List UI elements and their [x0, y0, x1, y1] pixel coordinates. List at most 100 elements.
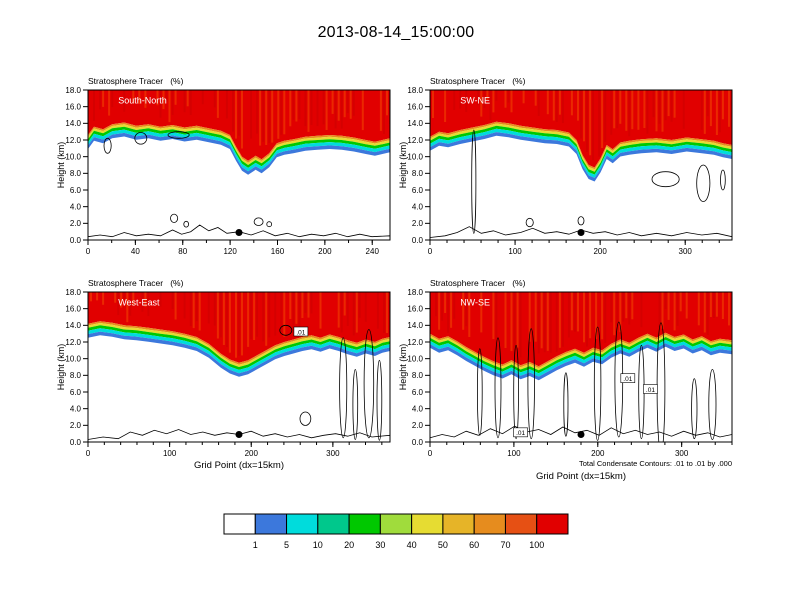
y-axis-label: Height (km) [398, 344, 408, 391]
colorbar-cells [223, 513, 569, 535]
colorbar-labels: 1 5 10 20 30 40 50 60 70 100 [253, 540, 544, 550]
condensate-contours [88, 131, 390, 240]
plot-west-east: .01 0.0 2.0 4.0 6.0 8.0 10.0 12.0 14.0 16.0 18.0 0 1… [56, 288, 391, 471]
y-tick-label: 6.0 [70, 186, 82, 195]
y-tick-label: 2.0 [70, 421, 82, 430]
y-tick-label: 16.0 [65, 102, 81, 111]
x-tick-label: 200 [245, 449, 259, 458]
x-tick-label: 0 [428, 449, 433, 458]
x-axis-label: Grid Point (dx=15km) [536, 471, 626, 482]
panel-label: West-East [118, 297, 160, 307]
y-tick-label: 12.0 [65, 136, 81, 145]
red-texture-stripes [430, 90, 730, 161]
colorbar-cell [504, 513, 538, 535]
x-tick-label: 0 [86, 247, 91, 256]
y-tick-label: 6.0 [412, 388, 424, 397]
colorbar-cell [223, 513, 256, 535]
panel-label: South-North [118, 95, 167, 105]
contour-label: .01 [623, 376, 632, 383]
y-tick-label: 16.0 [407, 102, 423, 111]
y-tick-label: 0.0 [412, 236, 424, 245]
y-tick-label: 16.0 [407, 304, 423, 313]
header-stratosphere-tracer: Stratosphere Tracer (%) [88, 76, 184, 86]
x-tick-label: 160 [271, 247, 285, 256]
x-tick-label: 100 [508, 247, 522, 256]
y-tick-label: 0.0 [412, 438, 424, 447]
contour-value-labels: .01 [293, 326, 309, 336]
colorbar-tick-label: 30 [375, 540, 385, 550]
y-tick-label: 10.0 [65, 354, 81, 363]
y-tick-label: 2.0 [70, 219, 82, 228]
colorbar-tick-label: 1 [253, 540, 258, 550]
colorbar-cell [411, 513, 444, 535]
plot-frame [429, 89, 733, 241]
colorbar-cell [286, 513, 319, 535]
y-tick-label: 6.0 [70, 388, 82, 397]
colorbar-tick-label: 5 [284, 540, 289, 550]
colorbar-cell [348, 513, 381, 535]
colorbar-cell [379, 513, 413, 535]
y-tick-label: 10.0 [65, 152, 81, 161]
y-tick-label: 14.0 [65, 119, 81, 128]
y-tick-label: 8.0 [70, 169, 82, 178]
filled-tracer-contours [430, 90, 732, 182]
red-texture-stripes [88, 90, 390, 149]
x-tick-label: 80 [178, 247, 187, 256]
plot-nw-se: .01 .01 .01 0.0 2.0 4.0 6.0 8.0 10.0 12.0 14.0 16.0… [398, 288, 733, 482]
y-tick-label: 4.0 [412, 404, 424, 413]
y-tick-label: 4.0 [412, 202, 424, 211]
y-tick-label: 4.0 [70, 202, 82, 211]
y-tick-label: 2.0 [412, 219, 424, 228]
y-tick-label: 18.0 [65, 288, 81, 297]
plot-frame [87, 89, 391, 241]
y-tick-label: 0.0 [70, 438, 82, 447]
colorbar-cell [442, 513, 475, 535]
y-tick-label: 14.0 [65, 321, 81, 330]
y-tick-label: 18.0 [65, 86, 81, 95]
header-stratosphere-tracer: Stratosphere Tracer (%) [88, 278, 184, 288]
panel-label: NW-SE [460, 297, 490, 307]
panel-label: SW-NE [460, 95, 490, 105]
axes: 0.0 2.0 4.0 6.0 8.0 10.0 12.0 14.0 16.0 18.0 0 40 80… [65, 86, 379, 256]
plot-south-north: 0.0 2.0 4.0 6.0 8.0 10.0 12.0 14.0 16.0 18.0 0 40 80… [56, 86, 391, 256]
colorbar-cell [473, 513, 506, 535]
y-tick-label: 8.0 [412, 371, 424, 380]
filled-tracer-contours [88, 292, 390, 377]
grid-marker-dot [577, 229, 585, 236]
grid-marker-dot [577, 431, 585, 438]
header-stratosphere-tracer: Stratosphere Tracer (%) [430, 76, 526, 86]
colorbar-tick-label: 70 [500, 540, 510, 550]
contour-value-labels: .01 .01 .01 [513, 373, 658, 437]
x-tick-label: 0 [428, 247, 433, 256]
y-tick-label: 12.0 [407, 136, 423, 145]
x-tick-label: 200 [591, 449, 605, 458]
figure-title: 2013-08-14_15:00:00 [317, 24, 475, 41]
y-tick-label: 8.0 [412, 169, 424, 178]
y-tick-label: 8.0 [70, 371, 82, 380]
x-axis-label: Grid Point (dx=15km) [194, 460, 284, 471]
colorbar-legend: 1 5 10 20 30 40 50 60 70 100 [223, 513, 569, 550]
condensate-contours [88, 324, 390, 442]
x-tick-label: 120 [223, 247, 237, 256]
y-tick-label: 2.0 [412, 421, 424, 430]
contour-label: .01 [296, 329, 305, 336]
colorbar-tick-label: 60 [469, 540, 479, 550]
y-tick-label: 10.0 [407, 152, 423, 161]
plot-sw-ne: 0.0 2.0 4.0 6.0 8.0 10.0 12.0 14.0 16.0 18.0 0 100 2… [398, 86, 733, 256]
colorbar-cell [317, 513, 350, 535]
colorbar-tick-label: 40 [407, 540, 417, 550]
y-axis-label: Height (km) [56, 142, 66, 189]
contour-label: .01 [646, 387, 655, 394]
y-tick-label: 6.0 [412, 186, 424, 195]
header-stratosphere-tracer: Stratosphere Tracer (%) [430, 278, 526, 288]
colorbar-cell [254, 513, 288, 535]
y-tick-label: 18.0 [407, 86, 423, 95]
red-texture-stripes [90, 292, 390, 358]
colorbar-tick-label: 10 [313, 540, 323, 550]
x-tick-label: 300 [326, 449, 340, 458]
colorbar-tick-label: 100 [529, 540, 544, 550]
x-tick-label: 40 [131, 247, 140, 256]
y-tick-label: 10.0 [407, 354, 423, 363]
colorbar-tick-label: 50 [438, 540, 448, 550]
